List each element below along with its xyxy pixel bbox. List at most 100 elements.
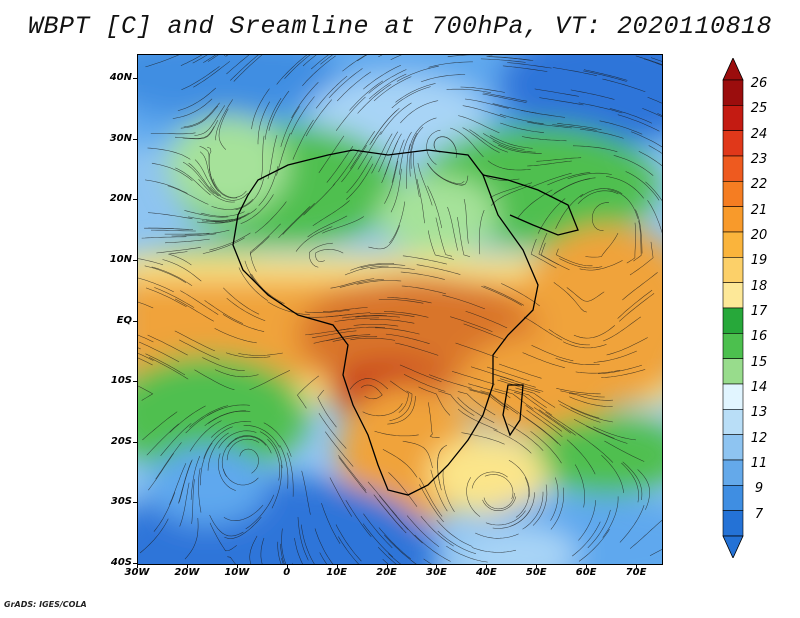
streamline [141,236,187,239]
streamline [180,105,219,129]
streamline [153,492,176,532]
streamline [222,314,265,332]
lat-tick [133,260,137,262]
streamline [208,410,251,424]
streamline [560,390,605,398]
streamline [499,363,542,379]
lat-tick-label: 40N [109,72,132,84]
streamline [645,181,662,201]
colorbar-swatch [722,206,744,233]
streamline [381,140,398,184]
streamline [223,504,264,521]
streamline [603,316,641,342]
streamline [312,330,357,338]
streamline [362,523,393,558]
streamline [369,109,398,146]
colorbar-swatch [722,105,744,131]
streamline [559,258,603,269]
streamline [303,183,336,216]
streamline [147,334,188,356]
streamline [330,278,375,289]
streamline [536,157,582,162]
streamline [408,117,437,151]
streamline [169,463,187,506]
colorbar-max-arrow [722,58,744,81]
streamline [150,132,196,135]
streamline [482,496,517,511]
streamline [642,108,662,118]
streamline [556,388,601,395]
lat-tick-label: 30N [109,132,132,144]
streamline [350,263,395,271]
streamline [401,285,446,295]
streamline [207,146,217,189]
streamline [332,149,360,186]
streamline [212,178,247,198]
lon-tick [586,564,588,568]
streamline [322,216,364,234]
colorbar-swatch [722,434,744,461]
streamline [552,124,597,131]
streamline [485,510,526,526]
streamline [249,535,258,564]
streamline [501,283,540,307]
streamline [384,311,429,318]
streamline [446,545,488,563]
streamline [209,232,251,251]
streamline [190,455,201,500]
streamline [497,144,542,154]
streamline [357,131,382,170]
streamline [259,431,283,469]
lat-tick [133,381,137,383]
streamline [174,330,216,352]
streamline [268,90,290,131]
streamline [355,315,400,318]
streamline [374,430,419,437]
streamline [460,86,505,93]
streamline [206,212,250,222]
streamline [138,301,154,309]
streamline [357,55,368,62]
lon-tick [486,564,488,568]
streamline [406,144,411,189]
lat-tick [133,199,137,201]
streamline [138,277,174,293]
streamline [390,168,402,213]
colorbar-swatch [722,485,744,511]
streamline [447,55,493,58]
streamline [290,96,315,135]
streamline [631,131,662,148]
streamline [234,435,272,454]
streamline [426,129,441,165]
streamline [203,426,233,459]
streamline [264,98,282,140]
streamline [160,423,192,456]
streamline [478,210,485,255]
streamline [305,99,333,137]
colorbar-label: 25 [750,101,768,117]
streamline [370,267,415,270]
streamline [295,226,333,252]
streamline [527,121,572,129]
streamline [534,407,572,434]
streamline [169,405,206,433]
streamline [147,147,191,160]
lon-tick-label: 60E [575,567,597,578]
streamline [647,200,662,234]
streamline [508,460,530,498]
streamline [548,328,590,346]
colorbar-label: 23 [750,152,768,167]
streamline [382,449,418,478]
streamline [193,61,230,88]
streamline [202,237,245,254]
streamline [218,453,236,491]
streamline [559,403,601,423]
streamline [579,128,624,139]
streamline [532,484,548,526]
streamline [464,98,509,109]
streamline [506,388,547,409]
streamline [489,135,533,149]
streamline [604,440,645,462]
streamline [406,515,440,548]
streamline [227,556,236,564]
